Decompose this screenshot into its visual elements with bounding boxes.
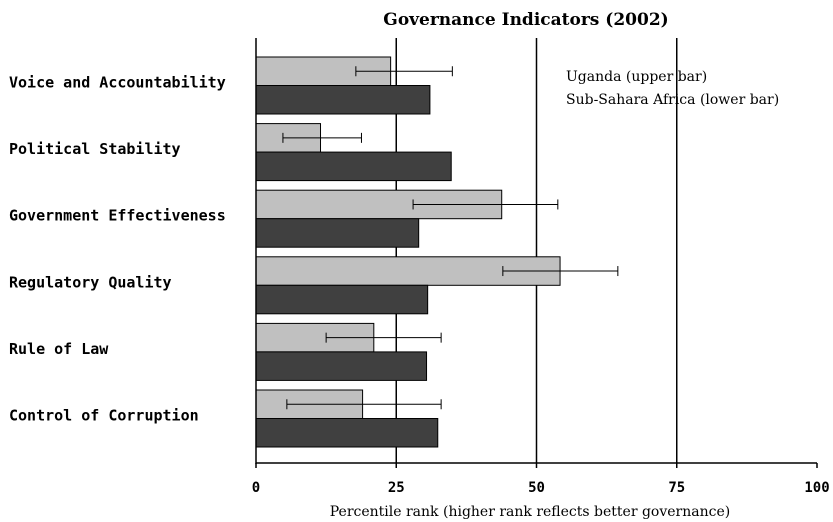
tick-label-50: 50 — [528, 480, 545, 496]
legend-ssa: Sub-Sahara Africa (lower bar) — [566, 92, 779, 108]
chart-title: Governance Indicators (2002) — [383, 10, 668, 30]
x-axis: 0 25 50 75 100 — [252, 38, 830, 496]
tick-label-0: 0 — [252, 480, 260, 496]
category-labels: Voice and Accountability Political Stabil… — [9, 74, 226, 425]
x-axis-label: Percentile rank (higher rank reflects be… — [330, 504, 730, 520]
category-label: Rule of Law — [9, 340, 109, 358]
category-label: Voice and Accountability — [9, 74, 226, 92]
bar-ssa — [255, 351, 428, 381]
bar-ssa — [255, 151, 452, 182]
tick-label-25: 25 — [388, 480, 405, 496]
bar-ssa — [255, 85, 431, 115]
bar-ssa — [255, 284, 429, 315]
bar-ssa — [255, 418, 439, 448]
category-label: Political Stability — [9, 140, 181, 158]
tick-label-75: 75 — [668, 480, 685, 496]
tick-label-100: 100 — [804, 480, 829, 496]
category-label: Control of Corruption — [9, 407, 199, 425]
bar-ssa — [255, 218, 420, 248]
category-label: Government Effectiveness — [9, 207, 226, 225]
category-label: Regulatory Quality — [9, 273, 172, 291]
legend-uganda: Uganda (upper bar) — [566, 69, 707, 85]
error-bars — [282, 66, 619, 410]
legend: Uganda (upper bar) Sub-Sahara Africa (lo… — [566, 69, 779, 108]
bars — [255, 56, 561, 448]
